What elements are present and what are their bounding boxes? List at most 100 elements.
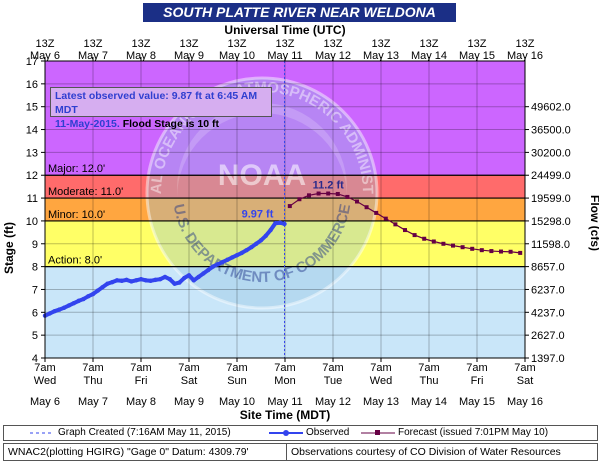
- local-tick-hour: 7am: [370, 362, 391, 374]
- observed-point: [76, 298, 81, 304]
- axes: 4 5 6 7 8 9 10 11 12 13 14 15 16 17 1397.0 2627.0 4237.0…: [26, 38, 571, 408]
- utc-tick-date: May 9: [174, 50, 204, 62]
- top-axis-title: Universal Time (UTC): [224, 23, 345, 37]
- local-tick-date: May 13: [363, 396, 399, 408]
- forecast-point: [297, 197, 302, 202]
- local-tick-day: Sat: [517, 375, 534, 387]
- observed-point: [167, 276, 172, 282]
- forecast-point: [431, 239, 436, 244]
- utc-tick-hour: 13Z: [36, 38, 55, 50]
- observed-point: [57, 307, 62, 312]
- observed-point: [201, 271, 206, 276]
- forecast-peak-label: 11.2 ft: [313, 180, 345, 192]
- utc-tick-date: May 13: [363, 50, 399, 62]
- local-tick-day: Sat: [181, 375, 198, 387]
- observed-point: [162, 274, 168, 280]
- utc-tick-date: May 10: [219, 50, 255, 62]
- observed-point: [110, 279, 115, 285]
- utc-tick-date: May 7: [78, 50, 108, 62]
- y-tick-label: 10: [26, 216, 38, 228]
- forecast-point: [383, 216, 388, 221]
- local-tick-day: Mon: [274, 375, 295, 387]
- local-tick-hour: 7am: [130, 362, 151, 374]
- utc-tick-date: May 14: [411, 50, 447, 62]
- utc-tick-date: May 6: [30, 50, 60, 62]
- observed-point: [66, 303, 72, 308]
- forecast-point: [403, 228, 407, 233]
- forecast-point: [412, 233, 417, 238]
- local-tick-day: Sun: [227, 375, 247, 387]
- local-tick-date: May 9: [174, 396, 204, 408]
- utc-tick-hour: 13Z: [468, 38, 487, 50]
- y2-tick-label: 4237.0: [531, 307, 565, 319]
- flood-label-action: Action: 8.0': [48, 255, 102, 267]
- observed-point: [114, 278, 120, 283]
- flood-label-moderate: Moderate: 11.0': [48, 186, 123, 198]
- local-tick-day: Fri: [471, 375, 484, 387]
- y2-tick-label: 36500.0: [531, 125, 571, 137]
- y-tick-label: 17: [26, 56, 38, 68]
- local-tick-hour: 7am: [82, 362, 103, 374]
- observed-point: [196, 274, 201, 280]
- y-tick-label: 5: [32, 330, 38, 342]
- forecast-point: [364, 205, 369, 210]
- observed-point: [172, 281, 177, 286]
- observed-point: [206, 267, 211, 273]
- observed-point: [129, 279, 134, 284]
- y-tick-label: 14: [26, 125, 38, 137]
- local-tick-day: Fri: [135, 375, 148, 387]
- footer: WNAC2(plotting HGIRG) "Gage 0" Datum: 43…: [3, 443, 598, 461]
- forecast-point: [307, 193, 311, 198]
- local-tick-hour: 7am: [418, 362, 439, 374]
- latest-observation-box: Latest observed value: 9.87 ft at 6:45 A…: [50, 87, 272, 130]
- observed-point: [225, 257, 230, 262]
- forecast-legend-line: [361, 430, 395, 435]
- y2-tick-label: 15298.0: [531, 216, 571, 228]
- observed-peak-label: 9.97 ft: [242, 209, 274, 221]
- y2-tick-label: 6237.0: [531, 284, 565, 296]
- forecast-point: [470, 246, 475, 251]
- latest-observation-line: Latest observed value: 9.87 ft at 6:45 A…: [55, 90, 258, 116]
- observed-point: [186, 273, 192, 278]
- forecast-point: [518, 250, 523, 255]
- watermark-ring: [145, 76, 379, 310]
- legend-created: Graph Created (7:16AM May 11, 2015): [58, 427, 231, 438]
- bottom-axis-title: Site Time (MDT): [240, 408, 330, 422]
- y-axis-title: Stage (ft): [2, 222, 16, 274]
- local-tick-day: Thu: [84, 375, 103, 387]
- legend: Graph Created (7:16AM May 11, 2015) Obse…: [3, 425, 598, 441]
- utc-tick-hour: 13Z: [132, 38, 151, 50]
- local-tick-date: May 15: [459, 396, 495, 408]
- series-layer: 9.97 ft 11.2 ft: [42, 180, 523, 318]
- local-tick-date: May 11: [267, 396, 302, 408]
- observed-point: [100, 284, 105, 290]
- chart-title: SOUTH PLATTE RIVER NEAR WELDONA: [143, 3, 456, 22]
- utc-tick-hour: 13Z: [276, 38, 295, 50]
- utc-tick-hour: 13Z: [84, 38, 103, 50]
- local-tick-day: Tue: [324, 375, 343, 387]
- utc-tick-date: May 8: [126, 50, 156, 62]
- observed-point: [158, 276, 163, 282]
- observed-point: [124, 277, 129, 283]
- local-tick-hour: 7am: [274, 362, 295, 374]
- y-tick-label: 6: [32, 307, 38, 319]
- forecast-point: [441, 241, 446, 246]
- local-tick-day: Thu: [420, 375, 439, 387]
- observed-point: [119, 278, 125, 283]
- local-tick-date: May 10: [219, 396, 255, 408]
- forecast-point: [355, 199, 359, 204]
- flood-label-major: Major: 12.0': [48, 163, 105, 175]
- observed-point: [268, 227, 273, 233]
- utc-tick-date: May 15: [459, 50, 495, 62]
- utc-tick-hour: 13Z: [324, 38, 343, 50]
- observed-point: [282, 221, 287, 227]
- forecast-point: [489, 249, 494, 254]
- observed-point: [239, 250, 244, 256]
- local-tick-date: May 6: [30, 396, 60, 408]
- forecast-point: [393, 222, 398, 227]
- y-tick-label: 15: [26, 102, 38, 114]
- y-tick-label: 9: [32, 239, 38, 251]
- utc-tick-hour: 13Z: [228, 38, 247, 50]
- observed-point: [263, 233, 268, 238]
- observation-date: 11-May-2015.: [55, 118, 120, 130]
